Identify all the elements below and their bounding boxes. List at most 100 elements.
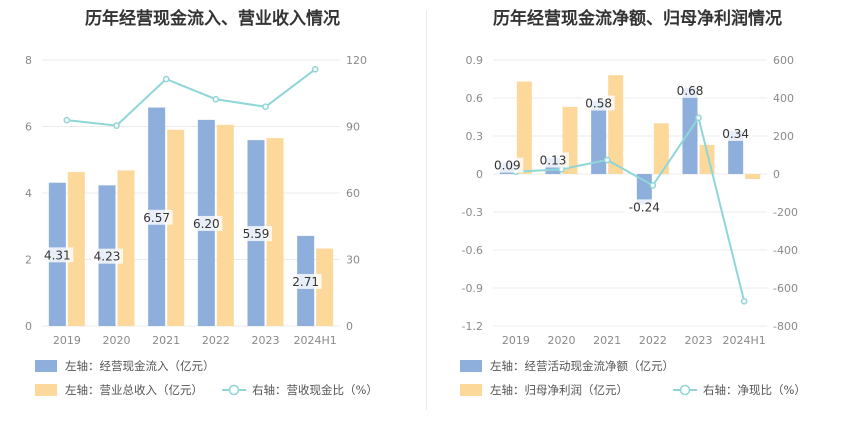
data-label-bg	[624, 199, 664, 215]
legend-swatch	[460, 384, 482, 396]
cash-bar	[591, 100, 607, 174]
chart-title-right: 历年经营现金流净额、归母净利润情况	[493, 9, 782, 29]
ratio-line	[515, 115, 746, 302]
legend-label: 左轴：经营现金流入（亿元）	[65, 359, 215, 373]
chart-panel-left: 历年经营现金流入、营业收入情况 0 2 4 6 8 0 30 60 90 120 4.31 4.23 6…	[25, 9, 378, 397]
x-axis-tick-label: 2019	[502, 334, 530, 347]
revenue-bar	[117, 170, 135, 326]
data-label-bg	[140, 209, 173, 225]
legend-swatch	[35, 360, 57, 372]
ratio-point	[63, 116, 71, 124]
x-axis-tick-label: 2022	[639, 334, 667, 347]
data-label: 0.68	[677, 84, 704, 98]
data-label-bg	[289, 273, 322, 289]
legend-swatch-marker	[228, 384, 240, 396]
ratio-line	[66, 68, 316, 127]
x-axis-tick-label: 2023	[685, 334, 713, 347]
data-label: 4.23	[94, 250, 121, 264]
data-label-bg	[719, 125, 752, 141]
left-axis-tick-label: 2	[25, 254, 32, 267]
left-axis-tick-label: 0.9	[466, 54, 484, 67]
right-axis-tick-label: 30	[346, 254, 360, 267]
right-axis-tick-label: 400	[773, 92, 794, 105]
left-axis-tick-label: 8	[25, 54, 32, 67]
ratio-point	[212, 95, 220, 103]
legend-label: 右轴：营收现金比（%）	[252, 383, 378, 397]
data-label: 0.58	[585, 97, 612, 111]
left-axis-tick-label: -0.9	[462, 282, 483, 295]
right-axis-tick-label: -200	[773, 206, 798, 219]
ratio-point	[649, 182, 657, 189]
revenue-bar	[216, 124, 234, 327]
data-label-bg	[674, 82, 706, 98]
data-label-bg	[240, 226, 272, 242]
revenue-bar	[653, 123, 669, 174]
left-axis-tick-label: 0.6	[466, 92, 484, 105]
data-label: 6.20	[193, 217, 220, 231]
right-axis-tick-label: -800	[773, 320, 798, 333]
left-axis-tick-label: -0.6	[462, 244, 483, 257]
data-label-bg	[491, 157, 524, 173]
x-axis-tick-label: 2024H1	[723, 334, 766, 347]
ratio-point	[311, 65, 319, 73]
x-axis-tick-label: 2019	[53, 334, 81, 347]
legend-label: 左轴：营业总收入（亿元）	[65, 383, 203, 397]
left-axis-tick-label: -0.3	[462, 206, 483, 219]
data-label-bg	[190, 215, 223, 231]
left-axis-tick-label: 4	[25, 187, 32, 200]
legend-label: 左轴：归母净利润（亿元）	[490, 383, 628, 397]
data-label: 0.34	[722, 127, 749, 141]
x-axis-tick-label: 2020	[548, 334, 576, 347]
right-axis-tick-label: -400	[773, 244, 798, 257]
x-axis-tick-label: 2022	[202, 334, 230, 347]
legend-swatch	[35, 384, 57, 396]
data-label: 4.31	[44, 248, 71, 262]
data-label: 0.13	[540, 154, 567, 168]
left-axis-tick-label: 6	[25, 121, 32, 134]
data-label-bg	[91, 248, 123, 264]
ratio-point	[603, 156, 611, 164]
x-axis-tick-label: 2023	[252, 334, 280, 347]
chart-title-left: 历年经营现金流入、营业收入情况	[85, 9, 340, 29]
right-axis-tick-label: 0	[346, 320, 353, 333]
revenue-bar	[316, 248, 334, 326]
right-axis-tick-label: 200	[773, 130, 794, 143]
chart-left: 0 2 4 6 8 0 30 60 90 120 4.31 4.23 6.57 6.20 5.59 2.71 2…	[25, 54, 378, 397]
ratio-point	[162, 75, 170, 83]
revenue-bar	[167, 129, 185, 326]
x-axis-tick-label: 2024H1	[294, 334, 337, 347]
data-label: 2.71	[292, 275, 319, 289]
data-label-bg	[537, 152, 569, 168]
left-axis-tick-label: -1.2	[462, 320, 483, 333]
legend-label: 右轴：净现比（%）	[703, 383, 806, 397]
chart-right: -1.2 -0.9 -0.6 -0.3 0 0.3 0.6 0.9 -800 -600 -400 -2…	[460, 54, 806, 397]
data-label: 5.59	[243, 227, 270, 241]
data-label: -0.24	[629, 200, 660, 214]
x-axis-tick-label: 2020	[103, 334, 131, 347]
cash-bar	[636, 174, 652, 205]
right-axis-tick-label: 60	[346, 187, 360, 200]
right-axis-tick-label: 120	[346, 54, 367, 67]
ratio-point	[695, 114, 702, 122]
data-label-bg	[41, 247, 74, 263]
data-label: 6.57	[143, 211, 170, 225]
left-axis-tick-label: 0	[25, 320, 32, 333]
data-label: 0.09	[494, 159, 521, 173]
right-axis-tick-label: 0	[773, 168, 780, 181]
ratio-point	[740, 297, 748, 305]
panel-divider	[426, 10, 427, 410]
revenue-bar	[516, 81, 532, 174]
revenue-bar	[745, 174, 761, 180]
right-axis-tick-label: -600	[773, 282, 798, 295]
right-axis-tick-label: 90	[346, 121, 360, 134]
ratio-point	[262, 103, 269, 111]
cash-bar	[728, 130, 744, 174]
legend-swatch	[460, 360, 482, 372]
chart-panel-right: 历年经营现金流净额、归母净利润情况 -1.2 -0.9 -0.6 -0.3 0 0.3 0.…	[425, 0, 850, 437]
revenue-bar	[266, 138, 284, 326]
revenue-bar	[67, 172, 85, 326]
left-axis-tick-label: 0.3	[466, 130, 484, 143]
legend-label: 左轴：经营活动现金流净额（亿元）	[490, 359, 674, 373]
x-axis-tick-label: 2021	[593, 334, 621, 347]
right-axis-tick-label: 600	[773, 54, 794, 67]
